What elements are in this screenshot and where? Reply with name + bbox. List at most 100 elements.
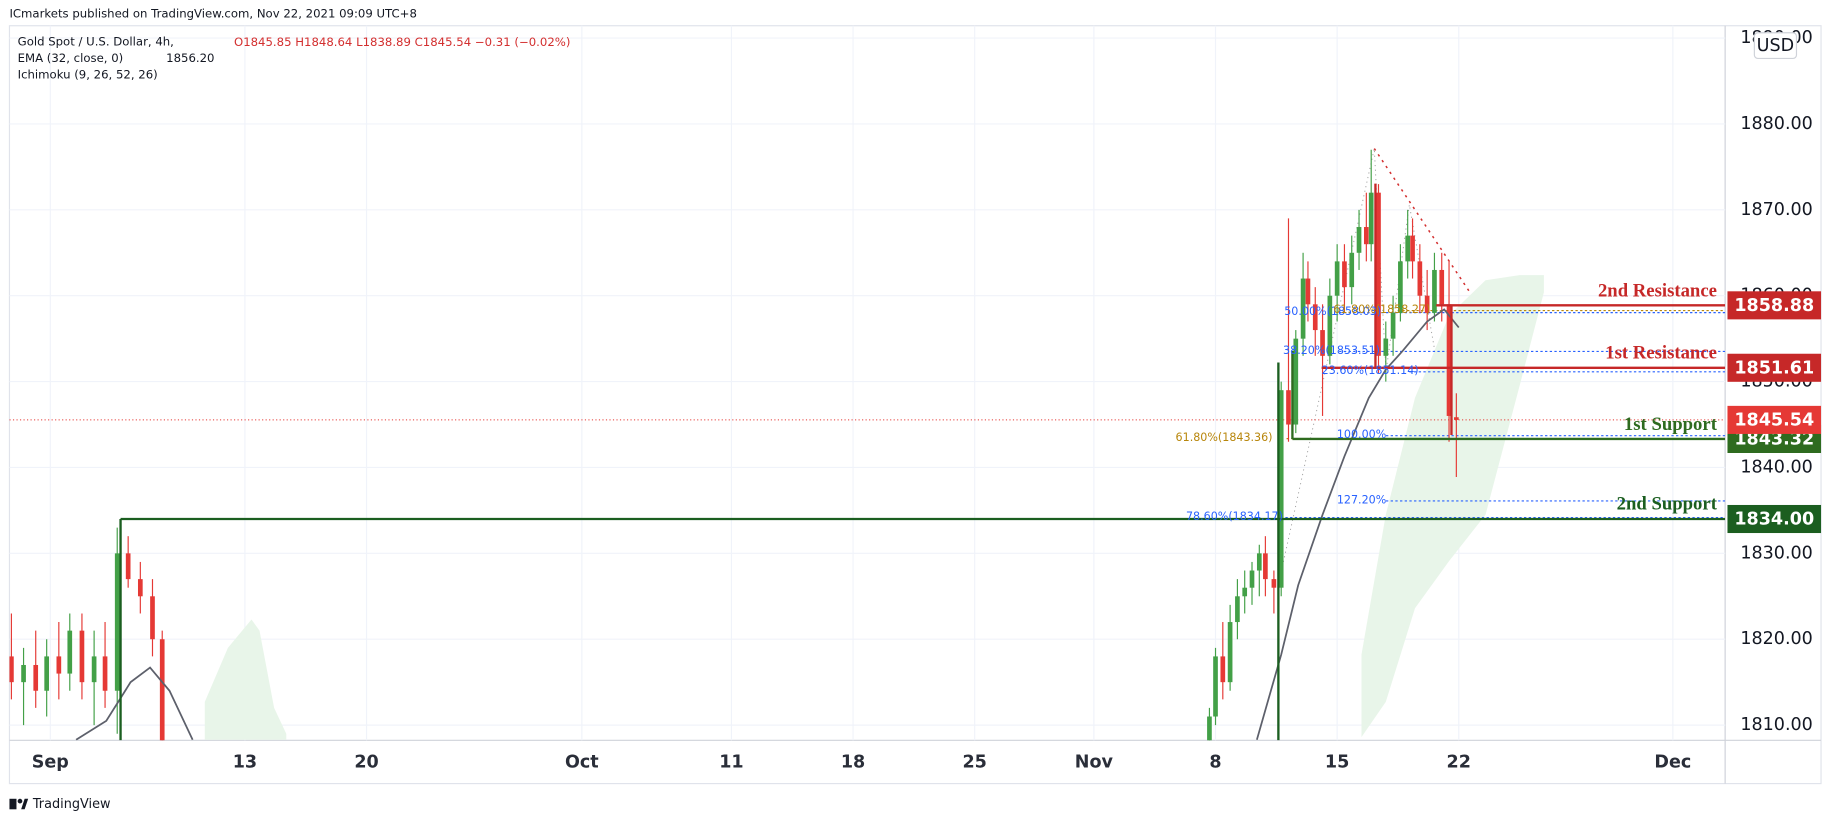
ohlc-change: −0.31 (−0.02%) (475, 35, 571, 49)
candle-body (1368, 192, 1374, 245)
y-tick-label: 1870.00 (1740, 200, 1813, 220)
candle-body (1446, 304, 1452, 416)
candle-body (1356, 227, 1362, 253)
x-tick-label: 15 (1325, 753, 1349, 773)
grid (9, 25, 1726, 741)
price-box-label: 1834.00 (1734, 510, 1814, 530)
trend-line (1373, 148, 1522, 369)
x-tick-label: 22 (1447, 753, 1471, 773)
candle-body (1286, 390, 1291, 425)
publisher: ICmarkets published on TradingView.com, … (9, 7, 416, 21)
candle-body (1312, 304, 1318, 331)
fib-label: 23.60%(1851.14) (1322, 364, 1419, 377)
candle-body (1349, 252, 1355, 288)
fib-label: 127.20% (1337, 493, 1386, 506)
price-box (1727, 504, 1822, 534)
currency[interactable]: USD (1757, 36, 1794, 56)
y-tick-label: 1830.00 (1740, 543, 1813, 563)
candle-body (1453, 417, 1459, 420)
candle-body (1213, 656, 1218, 717)
candle-body (1220, 656, 1226, 683)
candle-body (102, 656, 108, 691)
frame (8, 25, 1822, 785)
candle-body (1398, 261, 1403, 313)
ema-value: 1856.20 (166, 51, 214, 65)
ema-line (75, 308, 1460, 741)
y-tick-label: 1810.00 (1740, 715, 1813, 735)
candle-body (1305, 278, 1311, 305)
footer-brand: TradingView (32, 797, 111, 812)
price-box-label: 1843.32 (1734, 430, 1814, 450)
symbol-title: Gold Spot / U.S. Dollar, 4h, (18, 35, 174, 49)
price-box-label: 1858.88 (1734, 296, 1814, 316)
x-tick-label: 18 (841, 753, 865, 773)
x-tick-label: 13 (233, 753, 257, 773)
candle-body (1376, 192, 1381, 356)
x-tick-label: Nov (1075, 753, 1114, 773)
candle-body (1342, 261, 1347, 288)
candle-body (1327, 295, 1333, 356)
candle-body (1242, 587, 1248, 597)
ohlc-close: C1845.54 (415, 35, 472, 49)
candle-body (33, 664, 39, 691)
candle-body (9, 656, 14, 683)
plot-area (9, 148, 1726, 741)
ohlc-open: O1845.85 (234, 35, 292, 49)
ohlc-readout: O1845.85 H1848.64 L1838.89 C1845.54 −0.3… (234, 35, 570, 49)
candle-body (44, 656, 50, 691)
candle-body (1439, 269, 1445, 305)
currency-box[interactable] (1753, 32, 1798, 60)
ema-name: EMA (32, close, 0) (18, 51, 124, 65)
x-tick-label: Dec (1654, 753, 1691, 773)
level-name: 1st Support (1624, 414, 1718, 435)
candle-body (1383, 338, 1389, 356)
candle-body (1263, 553, 1268, 580)
candle-body (21, 664, 26, 683)
candle-body (79, 630, 85, 683)
candle-body (1207, 716, 1212, 741)
x-tick-label: 8 (1209, 753, 1221, 773)
price-box-label: 1851.61 (1734, 358, 1814, 378)
candle-body (1227, 622, 1233, 683)
candle-body (56, 656, 62, 674)
candle-body (1278, 390, 1284, 588)
fib-label: 100.00% (1337, 428, 1386, 441)
candle-body (1249, 570, 1255, 588)
candle-body (1235, 596, 1240, 623)
candle-body (150, 596, 155, 640)
candle-body (159, 639, 165, 741)
level-name: 2nd Support (1617, 494, 1718, 515)
x-tick-label: 11 (719, 753, 743, 773)
candle-body (1363, 227, 1369, 245)
candle-body (91, 656, 97, 683)
price-box (1727, 405, 1822, 434)
candle-body (114, 553, 120, 691)
fib-label: 61.80%(1843.36) (1176, 431, 1273, 444)
candle-body (1432, 269, 1437, 313)
fib-label: 50.00%(1858.03) (1284, 305, 1381, 318)
x-tick-label: Oct (565, 753, 599, 773)
candle-body (125, 553, 131, 580)
price-box (1727, 291, 1822, 320)
candle-body (1417, 261, 1423, 296)
candle-body (1300, 278, 1306, 339)
candle-body (1320, 330, 1325, 356)
candle-body (1410, 235, 1415, 262)
ohlc-high: H1848.64 (295, 35, 352, 49)
ohlc-low: L1838.89 (356, 35, 411, 49)
candle-body (137, 579, 143, 597)
price-box (1727, 353, 1822, 382)
fib-label: 78.60%(1834.17) (1186, 510, 1283, 523)
candle-body (1293, 338, 1299, 425)
candle-body (1334, 261, 1340, 296)
level-name: 1st Resistance (1605, 343, 1717, 364)
ichimoku-name: Ichimoku (9, 26, 52, 26) (18, 67, 158, 81)
y-tick-label: 1880.00 (1740, 114, 1813, 134)
y-tick-label: 1840.00 (1740, 457, 1813, 477)
level-name: 2nd Resistance (1598, 281, 1717, 302)
candle-body (1424, 295, 1430, 313)
candle-body (1271, 579, 1277, 588)
candle-body (1405, 235, 1411, 262)
candle-body (1390, 312, 1396, 339)
price-box-label: 1845.54 (1734, 410, 1814, 430)
